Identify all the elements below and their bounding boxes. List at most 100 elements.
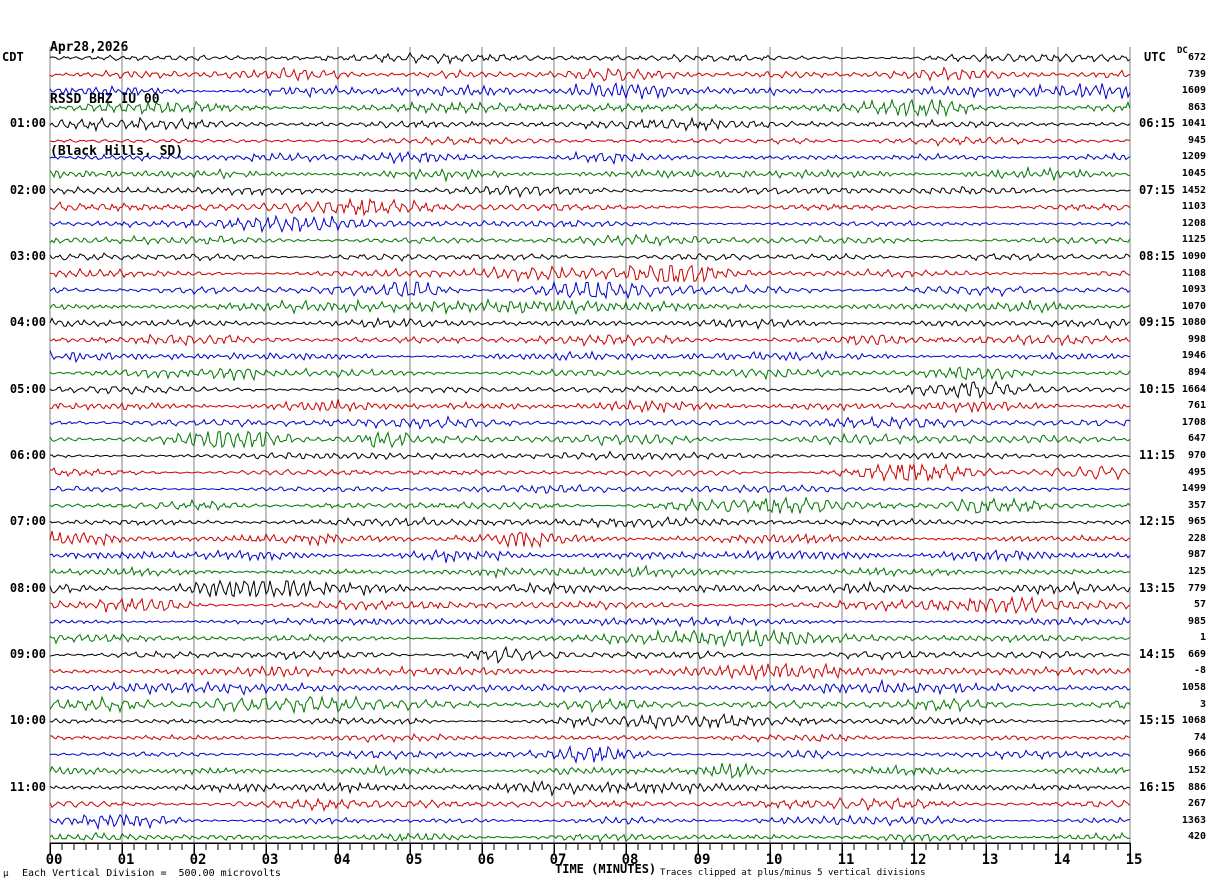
trace-row-14	[49, 280, 1131, 300]
minute-label-15: 15	[1125, 852, 1143, 868]
corner-glyph: µ	[3, 869, 9, 879]
trace-row-30	[49, 548, 1131, 563]
minute-label-02: 02	[189, 852, 207, 868]
dc-value-row-18: 1946	[1181, 350, 1206, 362]
dc-value-row-11: 1125	[1181, 234, 1206, 246]
trace-row-46	[49, 813, 1131, 831]
hour-label-04-00: 04:00	[9, 315, 46, 330]
trace-row-39	[49, 695, 1131, 715]
minute-label-07: 07	[549, 852, 567, 868]
dc-value-row-33: 57	[1193, 599, 1206, 611]
dc-value-row-27: 357	[1187, 499, 1206, 511]
dc-value-row-43: 152	[1187, 764, 1206, 776]
minute-label-06: 06	[477, 852, 495, 868]
trace-row-32	[49, 579, 1131, 599]
hour-label-03-00: 03:00	[9, 248, 46, 263]
dc-value-row-21: 761	[1187, 400, 1206, 412]
trace-row-25	[49, 462, 1131, 483]
trace-row-19	[49, 366, 1131, 382]
utc-label-06-15: 06:15	[1139, 116, 1176, 131]
utc-label-10-15: 10:15	[1139, 381, 1176, 396]
utc-label-08-15: 08:15	[1139, 248, 1176, 263]
trace-row-43	[49, 762, 1131, 779]
trace-row-33	[49, 595, 1131, 615]
minute-label-09: 09	[693, 852, 711, 868]
dc-value-row-17: 998	[1187, 333, 1206, 345]
trace-row-29	[49, 530, 1131, 549]
dc-value-row-34: 985	[1187, 615, 1206, 627]
trace-row-44	[49, 780, 1131, 798]
dc-value-row-30: 987	[1187, 549, 1206, 561]
hour-label-07-00: 07:00	[9, 514, 46, 529]
trace-row-26	[49, 483, 1131, 495]
dc-column-header: DC	[1177, 46, 1188, 56]
utc-label-07-15: 07:15	[1139, 182, 1176, 197]
dc-value-row-6: 1209	[1181, 151, 1206, 163]
dc-value-row-38: 1058	[1181, 682, 1206, 694]
trace-row-1	[49, 66, 1131, 82]
dc-value-row-45: 267	[1187, 798, 1206, 810]
trace-row-2	[49, 81, 1131, 100]
dc-value-row-28: 965	[1187, 516, 1206, 528]
trace-row-13	[49, 264, 1131, 284]
utc-label-11-15: 11:15	[1139, 447, 1176, 462]
trace-row-0	[49, 51, 1131, 66]
dc-value-row-36: 669	[1187, 648, 1206, 660]
dc-value-row-23: 647	[1187, 433, 1206, 445]
trace-row-28	[49, 516, 1131, 529]
dc-value-row-42: 966	[1187, 748, 1206, 760]
trace-row-37	[49, 662, 1131, 682]
dc-value-row-8: 1452	[1181, 184, 1206, 196]
header-date: Apr28,2026	[50, 40, 129, 55]
x-axis-title: TIME (MINUTES)	[555, 862, 657, 876]
plot-header: Apr28,2026 RSSD BHZ IU 00 (Black Hills, …	[50, 3, 183, 197]
trace-row-18	[49, 350, 1131, 364]
minute-label-11: 11	[837, 852, 855, 868]
dc-value-row-9: 1103	[1181, 201, 1206, 213]
clip-note: Traces clipped at plus/minus 5 vertical …	[660, 868, 926, 878]
trace-row-42	[49, 744, 1131, 765]
dc-value-row-31: 125	[1187, 565, 1206, 577]
trace-row-35	[49, 628, 1131, 648]
trace-row-47	[49, 831, 1131, 844]
utc-label-16-15: 16:15	[1139, 779, 1176, 794]
trace-row-41	[49, 732, 1131, 744]
dc-value-row-12: 1090	[1181, 250, 1206, 262]
dc-value-row-14: 1093	[1181, 284, 1206, 296]
trace-row-10	[49, 214, 1131, 234]
minute-label-03: 03	[261, 852, 279, 868]
trace-row-40	[49, 712, 1131, 731]
minute-label-05: 05	[405, 852, 423, 868]
minute-label-04: 04	[333, 852, 351, 868]
utc-label-12-15: 12:15	[1139, 514, 1176, 529]
hour-label-01-00: 01:00	[9, 116, 46, 131]
hour-label-06-00: 06:00	[9, 447, 46, 462]
dc-value-row-4: 1041	[1181, 118, 1206, 130]
utc-label-14-15: 14:15	[1139, 646, 1176, 661]
dc-value-row-24: 970	[1187, 449, 1206, 461]
header-station: RSSD BHZ IU 00	[50, 92, 160, 107]
dc-value-row-5: 945	[1187, 134, 1206, 146]
minute-label-13: 13	[981, 852, 999, 868]
trace-row-5	[49, 135, 1131, 147]
minute-label-10: 10	[765, 852, 783, 868]
dc-value-row-0: 672	[1187, 52, 1206, 63]
minute-label-00: 00	[45, 852, 63, 868]
trace-row-16	[49, 316, 1131, 330]
trace-row-23	[49, 430, 1131, 449]
dc-value-row-1: 739	[1187, 68, 1206, 80]
utc-label-09-15: 09:15	[1139, 315, 1176, 330]
trace-row-38	[49, 678, 1131, 696]
dc-value-row-16: 1080	[1181, 317, 1206, 329]
dc-value-row-20: 1664	[1181, 383, 1206, 395]
trace-row-22	[49, 415, 1131, 430]
hour-label-09-00: 09:00	[9, 646, 46, 661]
dc-value-row-44: 886	[1187, 781, 1206, 793]
trace-row-20	[49, 380, 1131, 399]
trace-row-34	[49, 615, 1131, 628]
hour-label-05-00: 05:00	[9, 381, 46, 396]
dc-value-row-2: 1609	[1181, 85, 1206, 97]
trace-row-11	[49, 233, 1131, 247]
